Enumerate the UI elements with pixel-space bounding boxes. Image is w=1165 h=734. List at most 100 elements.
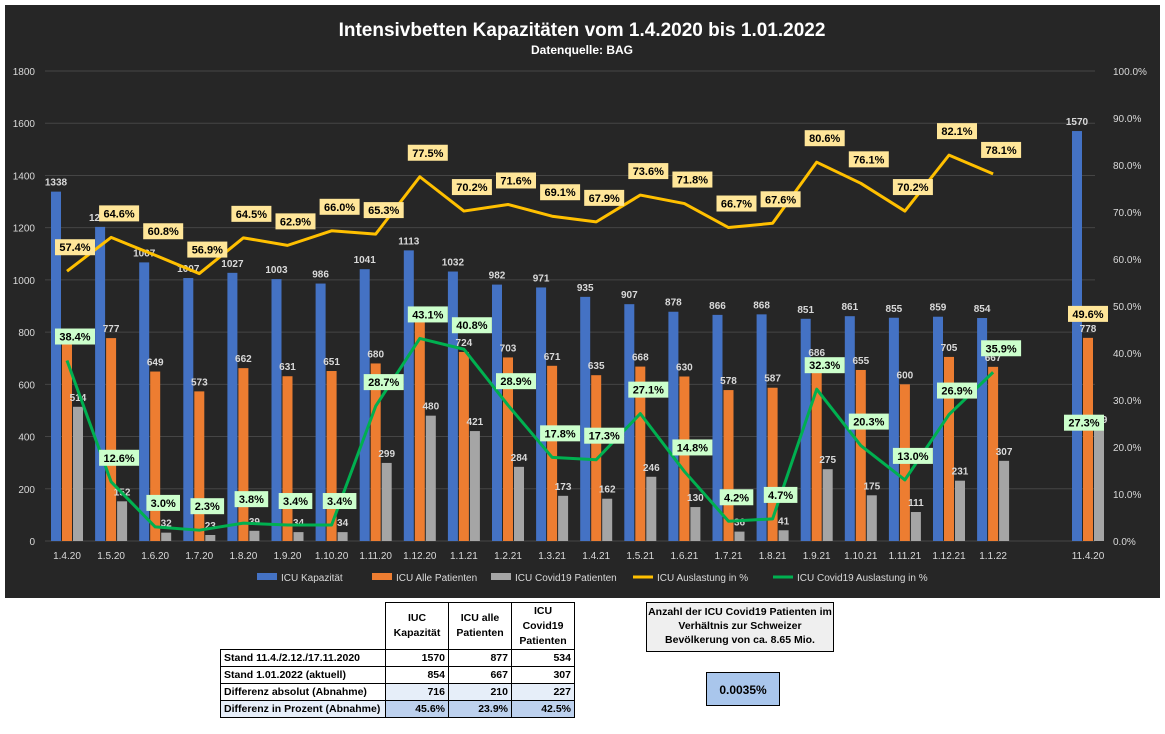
auslastung-label: 56.9% [192,245,223,257]
bar [855,369,866,541]
bar-value-label: 705 [941,343,958,354]
bar-value-label: 724 [456,338,473,349]
bar-value-label: 587 [764,374,781,385]
covid-auslastung-label: 20.3% [853,417,884,429]
auslastung-label-bg [275,213,316,230]
covid-auslastung-label-bg [763,486,798,503]
bar-value-label: 935 [577,283,594,294]
y-tick-label: 800 [18,328,35,339]
auslastung-label: 70.2% [456,182,487,194]
bar-value-label: 630 [676,363,693,374]
auslastung-label-bg [407,144,448,161]
covid-auslastung-label: 3.0% [151,498,176,510]
bar [95,226,106,541]
bar [458,351,469,541]
bar [602,498,613,541]
bar-value-label: 162 [599,485,616,496]
bar-value-label: 868 [753,300,770,311]
covid-auslastung-label-bg [99,449,140,466]
bar [866,495,877,541]
auslastung-label-bg [981,141,1022,158]
bar-value-label: 1041 [354,255,377,266]
table-row: Stand 1.01.2022 (aktuell) 854 667 307 [220,666,575,684]
legend-label: ICU Auslastung in % [657,573,748,584]
cell-value: 667 [448,666,512,684]
covid-auslastung-label-bg [540,425,581,442]
row-label: Stand 1.01.2022 (aktuell) [220,666,386,684]
bar [988,366,999,541]
bar-value-label: 1032 [442,258,465,269]
bar-value-label: 855 [886,304,903,315]
covid-auslastung-label: 40.8% [456,320,487,332]
bar [712,314,723,541]
auslastung-label-bg [848,151,889,168]
bar-value-label: 284 [511,453,528,464]
chart-subtitle: Datenquelle: BAG [531,43,633,57]
bar-value-label: 23 [205,521,217,532]
cell-value: 227 [511,683,575,701]
covid-auslastung-label: 3.8% [239,494,264,506]
x-tick-label: 1.2.21 [494,551,522,562]
bar [194,391,205,541]
auslastung-label: 60.8% [148,226,179,238]
covid-auslastung-label-bg [892,447,933,464]
bar-value-label: 130 [687,493,704,504]
covid-auslastung-label: 43.1% [412,309,443,321]
bar [205,534,216,541]
x-tick-label: 1.9.21 [803,551,831,562]
bar [1072,131,1082,542]
bar-value-label: 859 [930,303,947,314]
row-label: Stand 11.4./2.12./17.11.2020 [220,649,386,667]
covid-auslastung-label: 4.2% [724,492,749,504]
auslastung-label-bg [937,123,977,140]
bar [668,311,679,541]
covid-auslastung-label: 26.9% [941,386,972,398]
auslastung-label: 57.4% [59,242,90,254]
ratio-value-box: 0.0035% [706,672,780,706]
ratio-line: Anzahl der ICU Covid19 Patienten im [648,606,832,618]
bar-value-label: 32 [161,519,173,530]
y2-tick-label: 60.0% [1113,255,1141,266]
bar [359,269,370,541]
auslastung-label: 49.6% [1072,309,1103,321]
bar [955,480,965,541]
bar [51,191,61,541]
covid-auslastung-label-bg [804,357,845,374]
bar-value-label: 703 [500,343,517,354]
y-tick-label: 0 [29,537,35,548]
covid-auslastung-label-bg [981,340,1022,357]
bar [425,415,436,541]
bar [723,390,734,541]
chart-svg: Intensivbetten Kapazitäten vom 1.4.2020 … [13,20,1147,584]
bar-value-label: 246 [643,463,660,474]
y2-tick-label: 50.0% [1113,302,1141,313]
bar [293,532,304,541]
bar-value-label: 173 [555,482,572,493]
bar [547,365,558,541]
bar [944,356,954,541]
table-row: Stand 11.4./2.12./17.11.2020 1570 877 53… [220,649,575,667]
auslastung-label-bg [1068,305,1108,322]
x-tick-label: 1.9.20 [274,551,302,562]
bar [888,317,899,541]
x-tick-label: 1.8.20 [229,551,257,562]
bar [403,250,414,541]
cell-value: 42.5% [511,700,575,718]
cell-value: 877 [448,649,512,667]
bar-value-label: 655 [852,356,869,367]
bar [756,314,767,541]
auslastung-label-bg [496,172,536,189]
auslastung-label-bg [716,195,757,212]
bar [271,279,282,541]
y2-tick-label: 20.0% [1113,443,1141,454]
y-tick-label: 1000 [13,276,36,287]
bar-value-label: 671 [544,352,561,363]
table-header-covid-patients: ICU Covid19 Patienten [511,602,575,650]
bar-value-label: 668 [632,353,649,364]
bar [238,368,249,541]
x-tick-label: 1.11.21 [889,551,922,562]
covid-auslastung-label: 2.3% [195,501,220,513]
y2-tick-label: 30.0% [1113,396,1141,407]
x-tick-label: 1.4.21 [582,551,610,562]
covid-auslastung-label-bg [496,373,536,390]
